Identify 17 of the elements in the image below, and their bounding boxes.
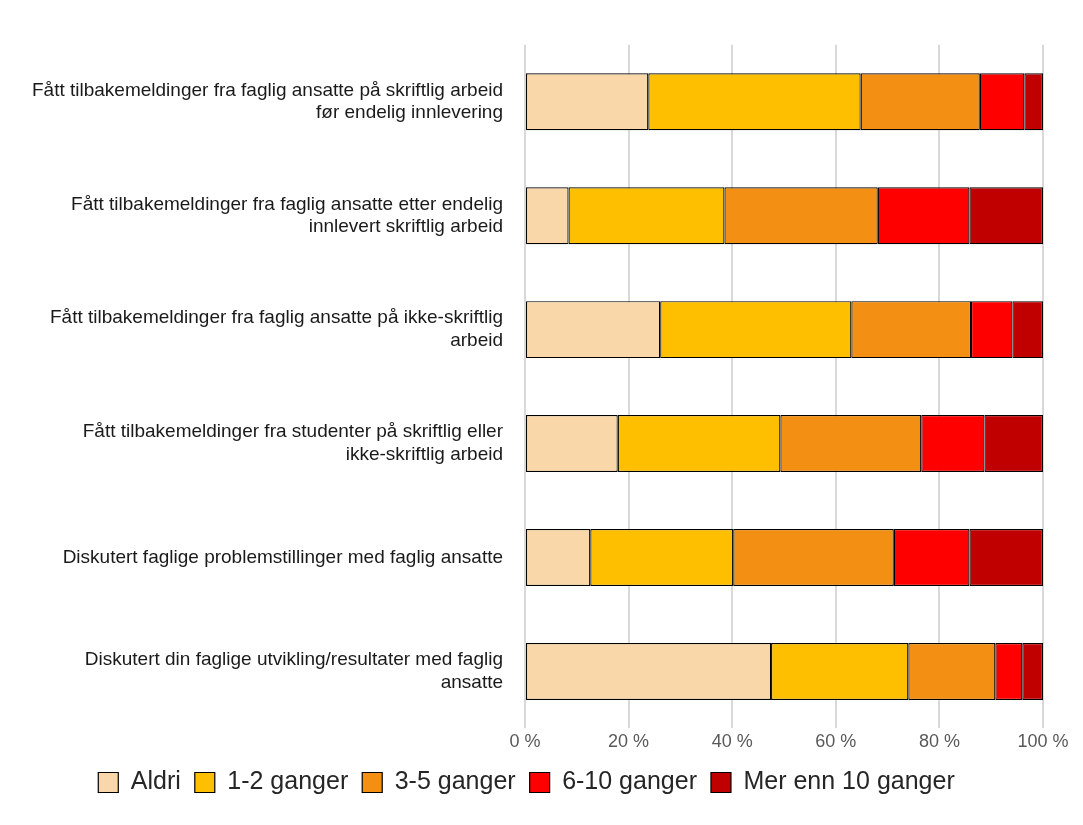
y-tick-label: Diskutert din faglige utvikling/resultater med faglig ansatte (84, 648, 504, 693)
x-tick-label: 80 % (918, 731, 960, 752)
y-tick-label: Fått tilbakemeldinger fra faglig ansatte etter endelig innlevert skriftlig arbeid (71, 192, 504, 237)
y-tick-label: Diskutert faglige problemstillinger med faglig ansatte (62, 545, 504, 567)
legend-label: Mer enn 10 ganger (743, 766, 955, 795)
y-tick-label: Fått tilbakemeldinger fra faglig ansatte på skriftlig arbeid før endelig innlevering (31, 78, 504, 123)
x-tick-label: 0 % (509, 731, 541, 752)
y-tick-label: Fått tilbakemeldinger fra studenter på skriftlig eller ikke-skriftlig arbeid (82, 420, 504, 465)
x-tick-label: 60 % (815, 731, 857, 752)
x-tick-label: 40 % (711, 731, 753, 752)
legend-label: 1-2 ganger (227, 766, 349, 795)
legend-label: 6-10 ganger (562, 766, 697, 795)
y-tick-label: Fått tilbakemeldinger fra faglig ansatte på ikke-skriftlig arbeid (49, 306, 504, 351)
legend-label: Aldri (130, 766, 181, 795)
legend-label: 3-5 ganger (394, 766, 516, 795)
x-tick-label: 100 % (1017, 731, 1069, 752)
x-tick-label: 20 % (608, 731, 650, 752)
